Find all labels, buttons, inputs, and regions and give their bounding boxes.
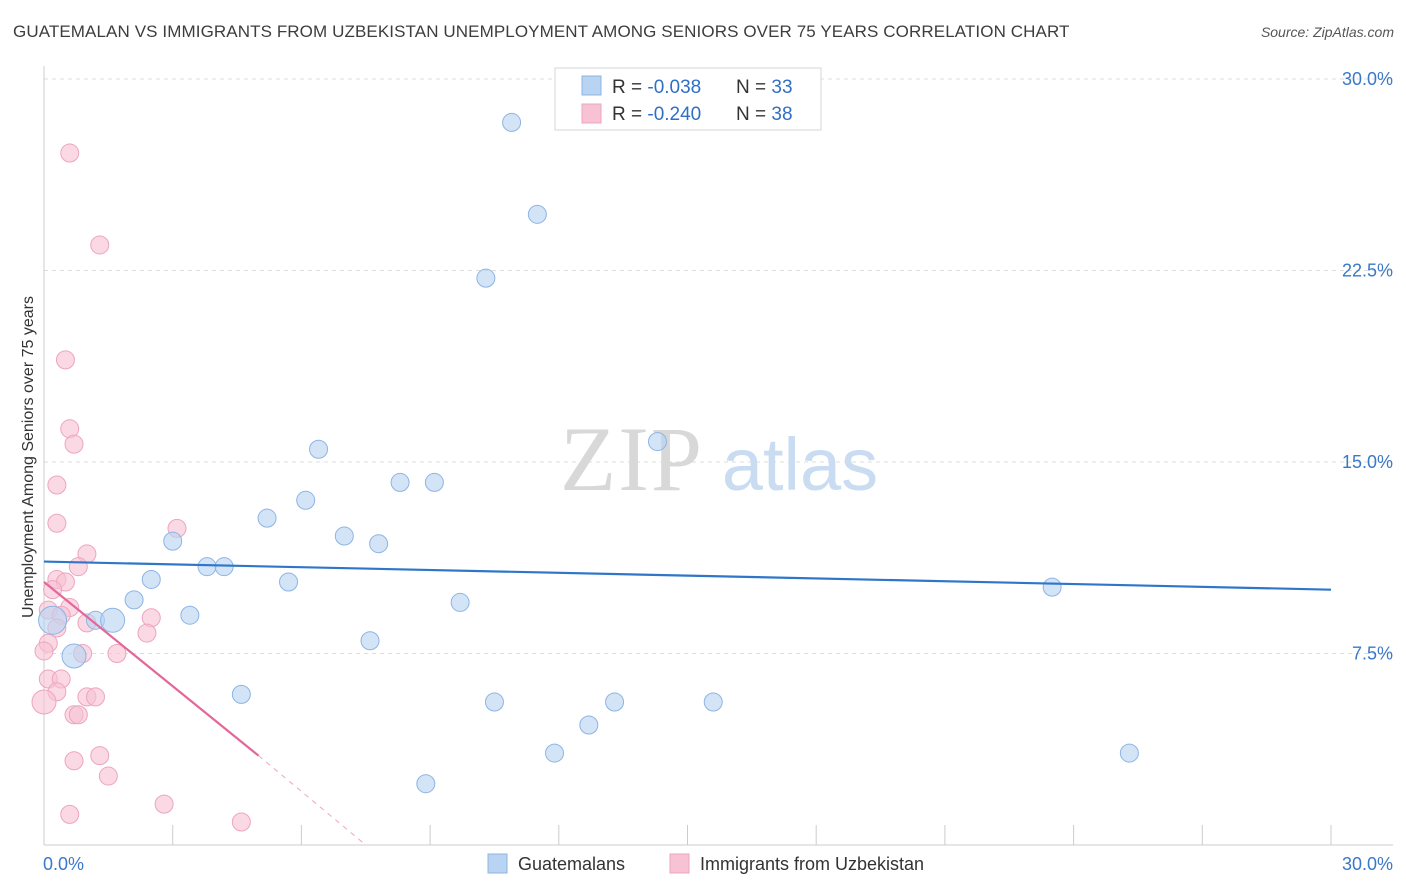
y-axis-label: Unemployment Among Seniors over 75 years	[20, 296, 37, 618]
blue-point	[416, 774, 436, 794]
pink-point	[47, 513, 67, 533]
legend-swatch-blue	[581, 75, 602, 96]
blue-point	[647, 432, 667, 452]
watermark-zip: ZIP	[560, 408, 704, 510]
svg-text:N = 33: N = 33	[736, 77, 793, 98]
blue-point	[163, 531, 183, 551]
y-tick-label: 22.5%	[1342, 261, 1393, 281]
bottom-legend-swatch-pink	[669, 853, 690, 874]
pink-point	[47, 475, 67, 495]
legend-r-value: -0.038	[647, 77, 701, 98]
blue-point	[605, 692, 625, 712]
blue-point	[579, 715, 599, 735]
legend-n-label: N =	[736, 77, 771, 98]
pink-point	[98, 766, 118, 786]
blue-series	[38, 112, 1139, 794]
blue-point	[527, 204, 547, 224]
pink-point	[60, 804, 80, 824]
trendlines	[43, 560, 1332, 846]
blue-point	[124, 590, 144, 610]
blue-point	[424, 472, 444, 492]
legend-n-value: 38	[771, 104, 792, 125]
blue-point	[476, 268, 496, 288]
blue-trendline	[43, 560, 1332, 591]
blue-point	[61, 643, 87, 669]
y-tick-label: 7.5%	[1352, 644, 1393, 664]
pink-point	[231, 812, 251, 832]
pink-point	[68, 557, 88, 577]
pink-trendline-extension	[258, 755, 367, 846]
blue-point	[369, 534, 389, 554]
chart-title: GUATEMALAN VS IMMIGRANTS FROM UZBEKISTAN…	[13, 22, 1070, 41]
bottom-legend-label-pink: Immigrants from Uzbekistan	[700, 854, 924, 874]
axes	[43, 66, 1393, 846]
blue-point	[100, 607, 126, 633]
pink-point	[31, 689, 57, 715]
grid	[44, 78, 1393, 654]
blue-point	[502, 112, 522, 132]
legend-r-label: R =	[612, 77, 647, 98]
blue-point	[309, 439, 329, 459]
watermark-atlas: atlas	[722, 423, 878, 506]
legend-r-label: R =	[612, 104, 647, 125]
pink-trendline	[43, 581, 260, 757]
svg-text:R = -0.240: R = -0.240	[612, 104, 701, 125]
bottom-legend: Guatemalans Immigrants from Uzbekistan	[487, 853, 924, 874]
y-tick-label: 30.0%	[1342, 69, 1393, 89]
blue-point	[484, 692, 504, 712]
legend-n-value: 33	[771, 77, 792, 98]
blue-point	[141, 569, 161, 589]
pink-point	[68, 705, 88, 725]
blue-point	[545, 743, 565, 763]
pink-point	[90, 235, 110, 255]
bottom-legend-label-blue: Guatemalans	[518, 854, 625, 874]
bottom-legend-swatch-blue	[487, 853, 508, 874]
blue-point	[390, 472, 410, 492]
legend-r-value: -0.240	[647, 104, 701, 125]
blue-point	[360, 631, 380, 651]
y-tick-label: 15.0%	[1342, 452, 1393, 472]
pink-point	[34, 641, 54, 661]
blue-point	[703, 692, 723, 712]
watermark: ZIP atlas	[560, 408, 878, 510]
blue-point	[38, 605, 68, 635]
pink-point	[60, 143, 80, 163]
legend-box: R = -0.038 N = 33 R = -0.240 N = 38	[554, 67, 822, 131]
svg-text:R = -0.038: R = -0.038	[612, 77, 701, 98]
pink-point	[85, 687, 105, 707]
blue-point	[197, 557, 217, 577]
pink-point	[107, 644, 127, 663]
blue-point	[450, 592, 470, 612]
blue-point	[231, 684, 251, 704]
pink-point	[64, 434, 84, 454]
pink-series	[31, 143, 251, 832]
x-tick-label: 30.0%	[1342, 854, 1393, 874]
source-label: Source: ZipAtlas.com	[1260, 24, 1394, 40]
blue-point	[296, 490, 316, 510]
svg-text:N = 38: N = 38	[736, 104, 793, 125]
pink-point	[154, 794, 174, 814]
pink-point	[55, 350, 75, 370]
pink-point	[64, 751, 84, 771]
blue-point	[334, 526, 354, 546]
blue-point	[1119, 743, 1139, 763]
pink-point	[90, 746, 110, 766]
tick-labels: 7.5% 15.0% 22.5% 30.0% 0.0% 30.0%	[43, 69, 1393, 874]
legend-swatch-pink	[581, 103, 602, 124]
legend-n-label: N =	[736, 104, 771, 125]
blue-point	[257, 508, 277, 528]
x-tick-label: 0.0%	[43, 854, 84, 874]
pink-point	[137, 623, 157, 643]
blue-point	[180, 605, 200, 625]
blue-point	[279, 572, 299, 592]
blue-point	[1042, 577, 1062, 597]
